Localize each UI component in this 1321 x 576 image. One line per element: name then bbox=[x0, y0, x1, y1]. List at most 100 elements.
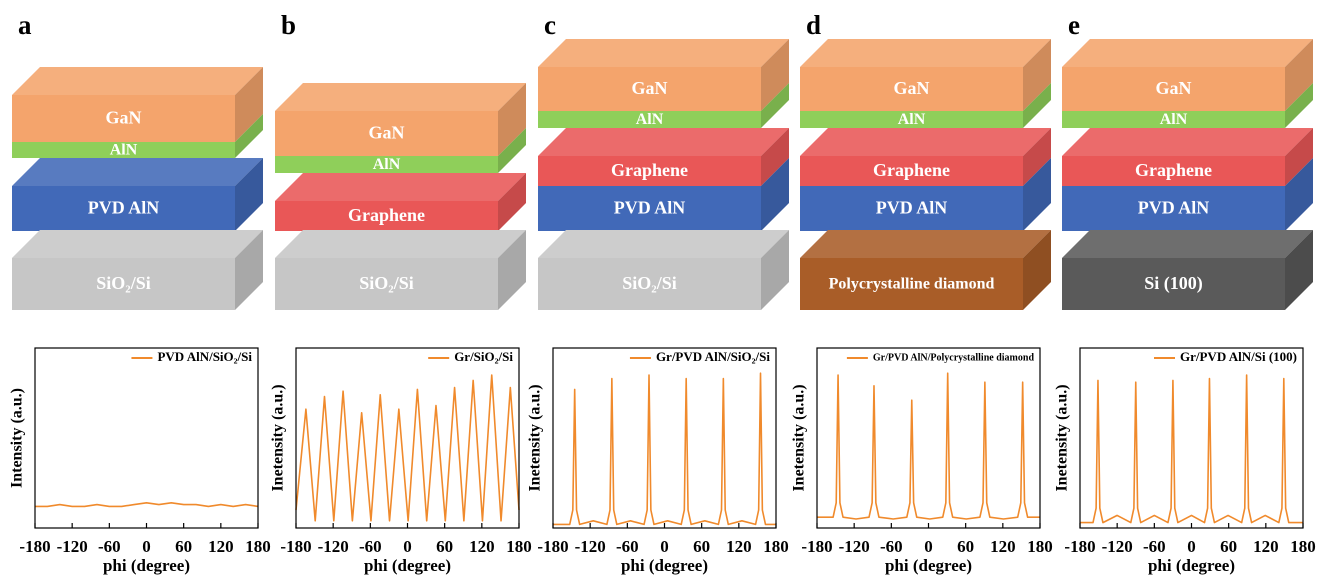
layer-front bbox=[12, 258, 235, 310]
x-tick-label: -120 bbox=[839, 537, 870, 556]
x-tick-label: 60 bbox=[436, 537, 453, 556]
layer-top-shade bbox=[12, 158, 263, 186]
x-axis-label: phi (degree) bbox=[1148, 556, 1235, 575]
layer-top-shade bbox=[1062, 128, 1313, 156]
layer-side-shade bbox=[235, 158, 263, 231]
layer-label: Si (100) bbox=[1144, 273, 1203, 294]
layer: AlN bbox=[800, 83, 1051, 128]
layer-label: GaN bbox=[632, 78, 668, 98]
layer-label: Polycrystalline diamond bbox=[829, 276, 995, 293]
x-tick-label: 180 bbox=[245, 537, 271, 556]
layer-front bbox=[538, 67, 761, 111]
layer-front bbox=[275, 258, 498, 310]
layer: PVD AlN bbox=[538, 158, 789, 231]
layer-side-shade bbox=[1285, 230, 1313, 310]
layer-front bbox=[800, 186, 1023, 231]
x-tick-label: 120 bbox=[1253, 537, 1279, 556]
x-tick-label: -60 bbox=[616, 537, 639, 556]
layer-label: GaN bbox=[369, 123, 405, 143]
layer-top-shade bbox=[1062, 230, 1313, 258]
layer-side-shade bbox=[498, 230, 526, 310]
layer: AlN bbox=[12, 114, 263, 159]
layer-front bbox=[538, 156, 761, 186]
layer-side-shade bbox=[498, 83, 526, 156]
layer-side bbox=[761, 83, 789, 128]
layer-top bbox=[800, 128, 1051, 156]
layer-front bbox=[12, 95, 235, 142]
layer-side bbox=[1285, 83, 1313, 128]
layer-top bbox=[12, 230, 263, 258]
panel-letter: d bbox=[806, 10, 821, 40]
y-axis-label: Inetensity (a.u.) bbox=[1054, 384, 1071, 491]
layer-side bbox=[235, 158, 263, 231]
layer-side-shade bbox=[761, 83, 789, 128]
layer: GaN bbox=[538, 39, 789, 111]
layer-side bbox=[498, 128, 526, 173]
x-tick-label: -180 bbox=[1064, 537, 1095, 556]
layer-top-shade bbox=[800, 39, 1051, 67]
layer: Graphene bbox=[538, 128, 789, 186]
layer-side-shade bbox=[1285, 128, 1313, 186]
layer-label: PVD AlN bbox=[1138, 198, 1210, 218]
x-tick-label: -180 bbox=[801, 537, 832, 556]
x-tick-label: 60 bbox=[175, 537, 192, 556]
panel-letter: b bbox=[281, 10, 296, 40]
plot-frame bbox=[34, 347, 259, 529]
x-tick-label: 60 bbox=[957, 537, 974, 556]
layer-top-shade bbox=[12, 230, 263, 258]
layer-front bbox=[12, 186, 235, 231]
layer-top bbox=[538, 128, 789, 156]
layer-side bbox=[761, 230, 789, 310]
y-axis-label: Inetensity (a.u.) bbox=[527, 384, 544, 491]
layer-side-shade bbox=[498, 173, 526, 231]
x-tick-label: 180 bbox=[506, 537, 532, 556]
layer-top-shade bbox=[538, 128, 789, 156]
layer-front bbox=[1062, 186, 1285, 231]
data-line bbox=[817, 372, 1040, 520]
x-tick-label: 0 bbox=[142, 537, 151, 556]
layer-front bbox=[1062, 156, 1285, 186]
layer: Polycrystalline diamond bbox=[800, 230, 1051, 310]
layer-side bbox=[761, 158, 789, 231]
x-tick-label: 0 bbox=[924, 537, 933, 556]
x-tick-label: 120 bbox=[726, 537, 752, 556]
legend-label: PVD AlN/SiO₂/Si bbox=[157, 349, 252, 364]
layer: AlN bbox=[275, 128, 526, 173]
layer-side bbox=[1285, 128, 1313, 186]
layer: PVD AlN bbox=[800, 158, 1051, 231]
layer-front bbox=[538, 258, 761, 310]
panel-letter: e bbox=[1068, 10, 1080, 40]
layer: Si (100) bbox=[1062, 230, 1313, 310]
plot-frame bbox=[816, 347, 1041, 529]
x-tick-label: -120 bbox=[575, 537, 606, 556]
x-tick-label: 120 bbox=[208, 537, 234, 556]
layer-label: Graphene bbox=[611, 160, 688, 180]
layer-side bbox=[1023, 230, 1051, 310]
layer-top-shade bbox=[800, 230, 1051, 258]
layer-front bbox=[275, 201, 498, 231]
layer-front bbox=[1062, 111, 1285, 128]
layer: PVD AlN bbox=[12, 158, 263, 231]
layer-front bbox=[275, 156, 498, 173]
x-tick-label: -60 bbox=[98, 537, 121, 556]
layer-side-shade bbox=[1023, 128, 1051, 186]
x-tick-label: 60 bbox=[693, 537, 710, 556]
layer-top-shade bbox=[538, 230, 789, 258]
layer-side bbox=[235, 230, 263, 310]
layer-top bbox=[538, 230, 789, 258]
layer-side bbox=[1023, 158, 1051, 231]
x-axis-label: phi (degree) bbox=[103, 556, 190, 575]
layer-label: Graphene bbox=[1135, 160, 1212, 180]
layer: AlN bbox=[1062, 83, 1313, 128]
layer-side-shade bbox=[761, 158, 789, 231]
x-tick-label: 120 bbox=[469, 537, 495, 556]
layer-label: PVD AlN bbox=[88, 198, 160, 218]
layer: AlN bbox=[538, 83, 789, 128]
layer-side-shade bbox=[498, 128, 526, 173]
layer-side bbox=[1285, 39, 1313, 111]
layer: Graphene bbox=[275, 173, 526, 231]
layer-label: AlN bbox=[1160, 111, 1188, 128]
layer-front bbox=[1062, 258, 1285, 310]
x-tick-label: 0 bbox=[403, 537, 412, 556]
layer-label: SiO₂/Si bbox=[359, 273, 413, 293]
